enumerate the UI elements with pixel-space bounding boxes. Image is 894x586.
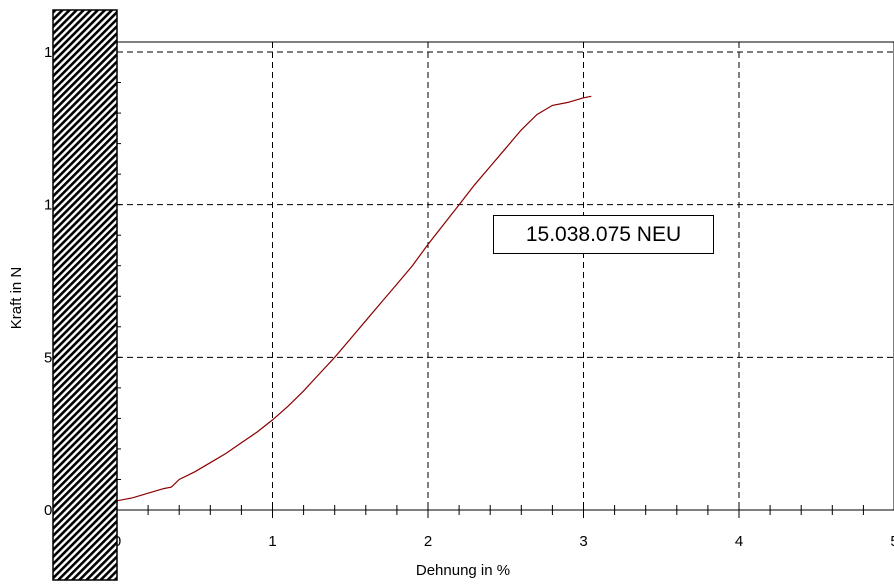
series-group [116, 95, 592, 502]
force-strain-line [116, 95, 592, 502]
plot-frame [116, 41, 894, 511]
y-tick-label: 1 [44, 44, 52, 61]
specimen-annotation: 15.038.075 NEU [493, 215, 714, 254]
hatched-axis-bar [52, 9, 118, 581]
y-tick-labels: 0 5 1 1 [44, 44, 52, 519]
y-tick-label: 0 [44, 502, 52, 519]
x-axis-label: Dehnung in % [416, 562, 510, 579]
x-tick-labels: 012345 [113, 533, 894, 550]
x-tick-label: 5 [890, 533, 894, 550]
y-tick-label: 5 [44, 349, 52, 366]
y-axis-label: Kraft in N [8, 267, 25, 330]
x-tick-label: 3 [579, 533, 587, 550]
x-tick-label: 4 [735, 533, 743, 550]
x-tick-label: 2 [424, 533, 432, 550]
grid-lines [117, 42, 894, 510]
x-tick-label: 1 [268, 533, 276, 550]
y-tick-label: 1 [44, 197, 52, 214]
